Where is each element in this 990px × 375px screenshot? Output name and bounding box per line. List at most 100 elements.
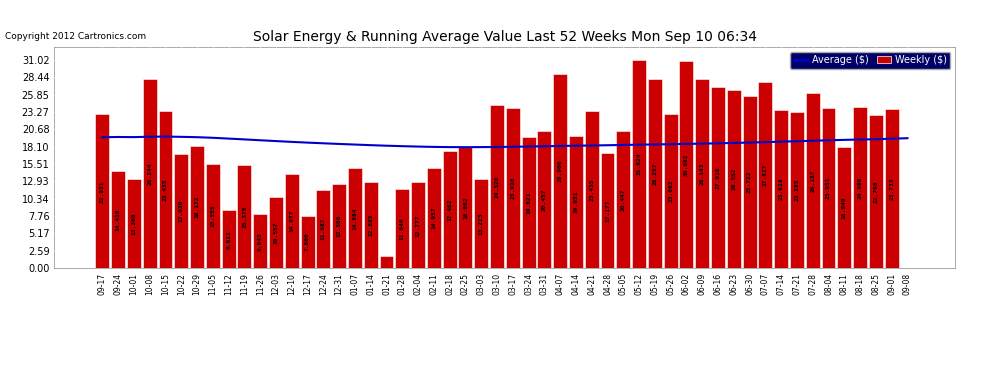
Text: 27.817: 27.817: [763, 164, 768, 186]
Bar: [411, 183, 425, 268]
Bar: [617, 131, 631, 268]
Bar: [758, 82, 772, 268]
Bar: [363, 182, 377, 268]
Bar: [111, 171, 125, 268]
Text: 24.320: 24.320: [495, 176, 500, 198]
Text: 13.223: 13.223: [479, 213, 484, 235]
Bar: [647, 79, 662, 268]
Bar: [285, 174, 299, 268]
Text: 30.882: 30.882: [684, 153, 689, 176]
Text: 26.157: 26.157: [810, 169, 815, 192]
Text: 12.777: 12.777: [416, 214, 421, 237]
Bar: [679, 61, 693, 268]
Bar: [806, 93, 820, 268]
Bar: [695, 80, 709, 268]
Bar: [822, 108, 836, 268]
Bar: [538, 131, 551, 268]
Bar: [379, 256, 393, 268]
Text: 18.172: 18.172: [195, 196, 200, 219]
Text: 23.951: 23.951: [826, 177, 831, 199]
Text: 18.002: 18.002: [463, 196, 468, 219]
Bar: [317, 190, 331, 268]
Text: 23.910: 23.910: [510, 177, 515, 199]
Text: 13.268: 13.268: [132, 212, 137, 235]
Text: 12.885: 12.885: [368, 214, 373, 236]
Text: 20.447: 20.447: [621, 188, 626, 211]
Bar: [238, 165, 251, 268]
Text: 23.618: 23.618: [779, 178, 784, 200]
Bar: [95, 114, 109, 268]
Bar: [158, 111, 172, 268]
Text: 8.043: 8.043: [257, 232, 262, 251]
Bar: [742, 96, 756, 268]
Bar: [553, 74, 567, 268]
Bar: [490, 105, 504, 268]
Text: 28.143: 28.143: [700, 162, 705, 185]
Bar: [601, 153, 615, 268]
Text: 12.560: 12.560: [337, 215, 342, 237]
Bar: [174, 154, 188, 268]
Bar: [427, 168, 441, 268]
Bar: [301, 216, 315, 268]
Bar: [633, 60, 646, 268]
Text: 17.402: 17.402: [447, 198, 452, 221]
Text: 23.435: 23.435: [589, 178, 594, 201]
Text: 11.840: 11.840: [400, 217, 405, 240]
Text: 22.931: 22.931: [100, 180, 105, 203]
Text: 14.418: 14.418: [116, 209, 121, 231]
Bar: [522, 136, 536, 268]
Text: 22.768: 22.768: [873, 180, 878, 203]
Bar: [190, 146, 204, 268]
Bar: [711, 87, 725, 268]
Bar: [885, 109, 899, 268]
Text: 8.611: 8.611: [226, 230, 231, 249]
Text: 28.906: 28.906: [557, 160, 562, 183]
Bar: [443, 152, 456, 268]
Text: 28.257: 28.257: [652, 162, 657, 184]
Text: 19.651: 19.651: [573, 191, 578, 213]
Title: Solar Energy & Running Average Value Last 52 Weeks Mon Sep 10 06:34: Solar Energy & Running Average Value Las…: [252, 30, 757, 44]
Bar: [869, 116, 883, 268]
Text: 23.435: 23.435: [163, 178, 168, 201]
Text: 17.030: 17.030: [179, 200, 184, 222]
Text: 19.621: 19.621: [526, 191, 531, 214]
Bar: [206, 164, 220, 268]
Text: 23.733: 23.733: [889, 177, 894, 200]
Text: 25.722: 25.722: [747, 171, 752, 193]
Bar: [838, 147, 851, 268]
Text: 15.378: 15.378: [242, 206, 247, 228]
Text: 7.806: 7.806: [305, 232, 310, 251]
Text: Copyright 2012 Cartronics.com: Copyright 2012 Cartronics.com: [5, 32, 147, 41]
Text: 17.177: 17.177: [605, 199, 610, 222]
Text: 24.098: 24.098: [857, 176, 862, 199]
Bar: [222, 210, 236, 268]
Text: 31.024: 31.024: [637, 153, 642, 176]
Text: 18.049: 18.049: [842, 196, 846, 219]
Bar: [127, 179, 141, 268]
Bar: [727, 90, 741, 268]
Bar: [585, 111, 599, 268]
Bar: [143, 79, 156, 268]
Bar: [395, 189, 409, 268]
Legend: Average ($), Weekly ($): Average ($), Weekly ($): [790, 52, 950, 69]
Bar: [663, 114, 677, 268]
Text: 23.285: 23.285: [794, 179, 800, 201]
Bar: [269, 197, 283, 268]
Text: 14.077: 14.077: [289, 210, 294, 232]
Text: 11.687: 11.687: [321, 218, 326, 240]
Text: 14.864: 14.864: [352, 207, 357, 230]
Text: 28.244: 28.244: [148, 162, 152, 185]
Bar: [474, 180, 488, 268]
Bar: [333, 184, 346, 268]
Text: 14.957: 14.957: [432, 207, 437, 229]
Bar: [506, 108, 520, 268]
Bar: [347, 168, 362, 268]
Text: 23.062: 23.062: [668, 180, 673, 202]
Bar: [253, 214, 267, 268]
Bar: [458, 147, 472, 268]
Text: 15.555: 15.555: [210, 205, 216, 227]
Text: 27.018: 27.018: [716, 166, 721, 189]
Bar: [569, 136, 583, 268]
Text: 10.557: 10.557: [273, 222, 278, 244]
Text: 20.457: 20.457: [542, 188, 546, 211]
